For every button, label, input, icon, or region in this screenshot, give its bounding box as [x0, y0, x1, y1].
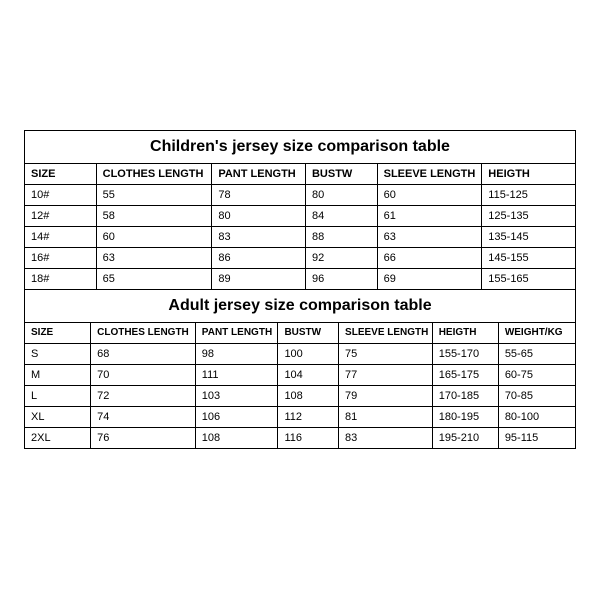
adult-body: S689810075155-17055-65M7011110477165-175…: [25, 344, 576, 449]
adult-cell: 100: [278, 344, 339, 365]
children-col-0: SIZE: [25, 164, 97, 185]
children-header-row: SIZECLOTHES LENGTHPANT LENGTHBUSTWSLEEVE…: [25, 164, 576, 185]
adult-cell: 95-115: [498, 428, 575, 449]
children-body: 10#55788060115-12512#58808461125-13514#6…: [25, 185, 576, 290]
adult-cell: 180-195: [432, 407, 498, 428]
children-cell: 61: [377, 206, 482, 227]
adult-title: Adult jersey size comparison table: [25, 290, 576, 323]
adult-cell: 195-210: [432, 428, 498, 449]
adult-cell: 70-85: [498, 386, 575, 407]
adult-col-4: SLEEVE LENGTH: [339, 323, 433, 344]
adult-cell: 80-100: [498, 407, 575, 428]
adult-cell: 104: [278, 365, 339, 386]
children-cell: 84: [305, 206, 377, 227]
adult-cell: XL: [25, 407, 91, 428]
table-row: 16#63869266145-155: [25, 248, 576, 269]
children-cell: 80: [305, 185, 377, 206]
table-row: 14#60838863135-145: [25, 227, 576, 248]
children-cell: 80: [212, 206, 306, 227]
children-cell: 155-165: [482, 269, 576, 290]
children-col-5: HEIGTH: [482, 164, 576, 185]
children-cell: 60: [96, 227, 212, 248]
children-size-table: Children's jersey size comparison table …: [24, 130, 576, 290]
adult-cell: 83: [339, 428, 433, 449]
children-cell: 63: [96, 248, 212, 269]
adult-cell: 76: [91, 428, 196, 449]
children-col-3: BUSTW: [305, 164, 377, 185]
adult-cell: M: [25, 365, 91, 386]
children-cell: 96: [305, 269, 377, 290]
size-chart-container: Children's jersey size comparison table …: [0, 0, 600, 449]
children-cell: 145-155: [482, 248, 576, 269]
adult-col-1: CLOTHES LENGTH: [91, 323, 196, 344]
children-cell: 92: [305, 248, 377, 269]
table-row: 12#58808461125-135: [25, 206, 576, 227]
children-col-2: PANT LENGTH: [212, 164, 306, 185]
adult-cell: 165-175: [432, 365, 498, 386]
children-cell: 86: [212, 248, 306, 269]
adult-col-3: BUSTW: [278, 323, 339, 344]
adult-col-6: WEIGHT/KG: [498, 323, 575, 344]
adult-cell: 98: [195, 344, 278, 365]
children-cell: 55: [96, 185, 212, 206]
adult-header-row: SIZECLOTHES LENGTHPANT LENGTHBUSTWSLEEVE…: [25, 323, 576, 344]
children-cell: 63: [377, 227, 482, 248]
adult-cell: 108: [278, 386, 339, 407]
children-cell: 14#: [25, 227, 97, 248]
children-cell: 115-125: [482, 185, 576, 206]
adult-col-0: SIZE: [25, 323, 91, 344]
adult-cell: 68: [91, 344, 196, 365]
adult-cell: 81: [339, 407, 433, 428]
children-title-row: Children's jersey size comparison table: [25, 131, 576, 164]
adult-cell: 77: [339, 365, 433, 386]
children-cell: 83: [212, 227, 306, 248]
adult-cell: 55-65: [498, 344, 575, 365]
children-cell: 65: [96, 269, 212, 290]
adult-cell: 74: [91, 407, 196, 428]
adult-cell: 106: [195, 407, 278, 428]
table-row: L7210310879170-18570-85: [25, 386, 576, 407]
children-col-4: SLEEVE LENGTH: [377, 164, 482, 185]
adult-size-table: Adult jersey size comparison table SIZEC…: [24, 289, 576, 449]
children-cell: 69: [377, 269, 482, 290]
table-row: XL7410611281180-19580-100: [25, 407, 576, 428]
children-cell: 16#: [25, 248, 97, 269]
table-row: 18#65899669155-165: [25, 269, 576, 290]
table-row: 10#55788060115-125: [25, 185, 576, 206]
children-cell: 60: [377, 185, 482, 206]
adult-cell: 60-75: [498, 365, 575, 386]
adult-cell: 70: [91, 365, 196, 386]
children-col-1: CLOTHES LENGTH: [96, 164, 212, 185]
children-cell: 78: [212, 185, 306, 206]
children-cell: 58: [96, 206, 212, 227]
table-row: 2XL7610811683195-21095-115: [25, 428, 576, 449]
table-row: S689810075155-17055-65: [25, 344, 576, 365]
children-cell: 125-135: [482, 206, 576, 227]
adult-cell: 155-170: [432, 344, 498, 365]
adult-cell: 75: [339, 344, 433, 365]
adult-cell: 79: [339, 386, 433, 407]
table-row: M7011110477165-17560-75: [25, 365, 576, 386]
adult-col-5: HEIGTH: [432, 323, 498, 344]
adult-cell: 2XL: [25, 428, 91, 449]
children-cell: 10#: [25, 185, 97, 206]
children-cell: 66: [377, 248, 482, 269]
adult-col-2: PANT LENGTH: [195, 323, 278, 344]
children-cell: 89: [212, 269, 306, 290]
adult-cell: S: [25, 344, 91, 365]
adult-cell: 103: [195, 386, 278, 407]
adult-cell: 72: [91, 386, 196, 407]
children-cell: 12#: [25, 206, 97, 227]
adult-cell: L: [25, 386, 91, 407]
adult-cell: 108: [195, 428, 278, 449]
adult-cell: 111: [195, 365, 278, 386]
children-title: Children's jersey size comparison table: [25, 131, 576, 164]
children-cell: 18#: [25, 269, 97, 290]
adult-title-row: Adult jersey size comparison table: [25, 290, 576, 323]
children-cell: 135-145: [482, 227, 576, 248]
adult-cell: 170-185: [432, 386, 498, 407]
children-cell: 88: [305, 227, 377, 248]
adult-cell: 112: [278, 407, 339, 428]
adult-cell: 116: [278, 428, 339, 449]
